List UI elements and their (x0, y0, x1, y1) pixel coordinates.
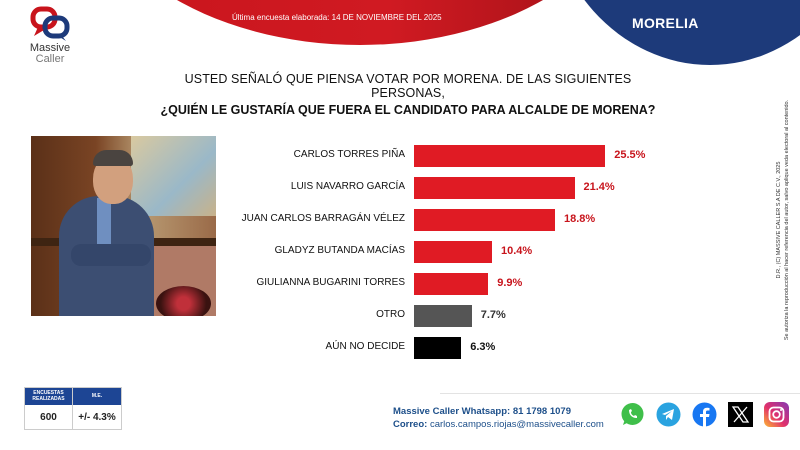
bar (414, 177, 575, 199)
bar-label: OTRO (376, 309, 405, 320)
question-main: ¿QUIÉN LE GUSTARÍA QUE FUERA EL CANDIDAT… (160, 103, 656, 117)
whatsapp-number[interactable]: 81 1798 1079 (512, 406, 571, 417)
instagram-icon[interactable] (764, 402, 789, 427)
bar-value-label: 21.4% (583, 181, 615, 193)
chart-row: AÚN NO DECIDE 6.3% (200, 337, 620, 359)
chart-row: JUAN CARLOS BARRAGÁN VÉLEZ 18.8% (200, 209, 620, 231)
bar-value-label: 10.4% (501, 245, 533, 257)
chart-row: GIULIANNA BUGARINI TORRES 9.9% (200, 273, 620, 295)
bar (414, 337, 462, 359)
bar-value-label: 25.5% (614, 149, 646, 161)
bar (414, 273, 489, 295)
chart-row: GLADYZ BUTANDA MACÍAS 10.4% (200, 241, 620, 263)
candidate-photo (31, 136, 216, 316)
chart-row: LUIS NAVARRO GARCÍA 21.4% (200, 177, 620, 199)
bar-value-label: 6.3% (470, 341, 496, 353)
survey-date: Última encuesta elaborada: 14 DE NOVIEMB… (232, 13, 442, 22)
copyright-notice: D.R., (C) MASSIVE CALLER S.A DE C.V., 20… (775, 60, 791, 380)
email-label: Correo: (393, 419, 428, 430)
bar-label: GLADYZ BUTANDA MACÍAS (274, 245, 405, 256)
bar (414, 241, 492, 263)
header-blue-banner (545, 0, 800, 65)
copyright-line2: Se autoriza la reproducción al hacer ref… (784, 99, 790, 341)
bar-label: AÚN NO DECIDE (325, 341, 405, 352)
header-red-banner (80, 0, 640, 45)
whatsapp-label: Massive Caller Whatsapp: (393, 406, 511, 417)
question-intro: USTED SEÑALÓ QUE PIENSA VOTAR POR MORENA… (184, 72, 632, 100)
logo-text-massive: Massive (29, 42, 71, 54)
massive-caller-logo: Massive Caller (20, 6, 80, 66)
logo-text-caller: Caller (35, 53, 65, 65)
telegram-icon[interactable] (656, 402, 681, 427)
social-links (620, 402, 789, 427)
bar (414, 209, 555, 231)
x-icon[interactable] (728, 402, 753, 427)
bar-label: JUAN CARLOS BARRAGÁN VÉLEZ (241, 213, 405, 224)
copyright-line1: D.R., (C) MASSIVE CALLER S.A DE C.V., 20… (776, 161, 782, 279)
footer-divider (440, 393, 800, 394)
whatsapp-icon[interactable] (620, 402, 645, 427)
bar-value-label: 9.9% (497, 277, 523, 289)
logo-speech-icon (30, 6, 70, 41)
contact-info: Massive Caller Whatsapp: 81 1798 1079 Co… (393, 405, 604, 431)
bar-value-label: 7.7% (480, 309, 506, 321)
bar (414, 145, 606, 167)
city-title: MORELIA (632, 15, 699, 31)
bar-label: GIULIANNA BUGARINI TORRES (256, 277, 405, 288)
email-link[interactable]: carlos.campos.riojas@massivecaller.com (429, 419, 604, 430)
facebook-icon[interactable] (692, 402, 717, 427)
survey-stats-table: ENCUESTAS REALIZADAS M.E. 600 +/- 4.3% (24, 387, 122, 430)
bar-label: LUIS NAVARRO GARCÍA (290, 181, 405, 192)
chart-row: OTRO 7.7% (200, 305, 620, 327)
bar (414, 305, 472, 327)
bar-label: CARLOS TORRES PIÑA (293, 149, 405, 160)
chart-row: CARLOS TORRES PIÑA 25.5% (200, 145, 645, 167)
bar-value-label: 18.8% (564, 213, 596, 225)
stats-me-value: +/- 4.3% (78, 411, 116, 423)
question: USTED SEÑALÓ QUE PIENSA VOTAR POR MORENA… (158, 72, 658, 117)
stats-header-surveys: ENCUESTAS REALIZADAS (25, 388, 74, 405)
stats-header-me: M.E. (91, 392, 103, 399)
stats-surveys-value: 600 (25, 405, 74, 429)
